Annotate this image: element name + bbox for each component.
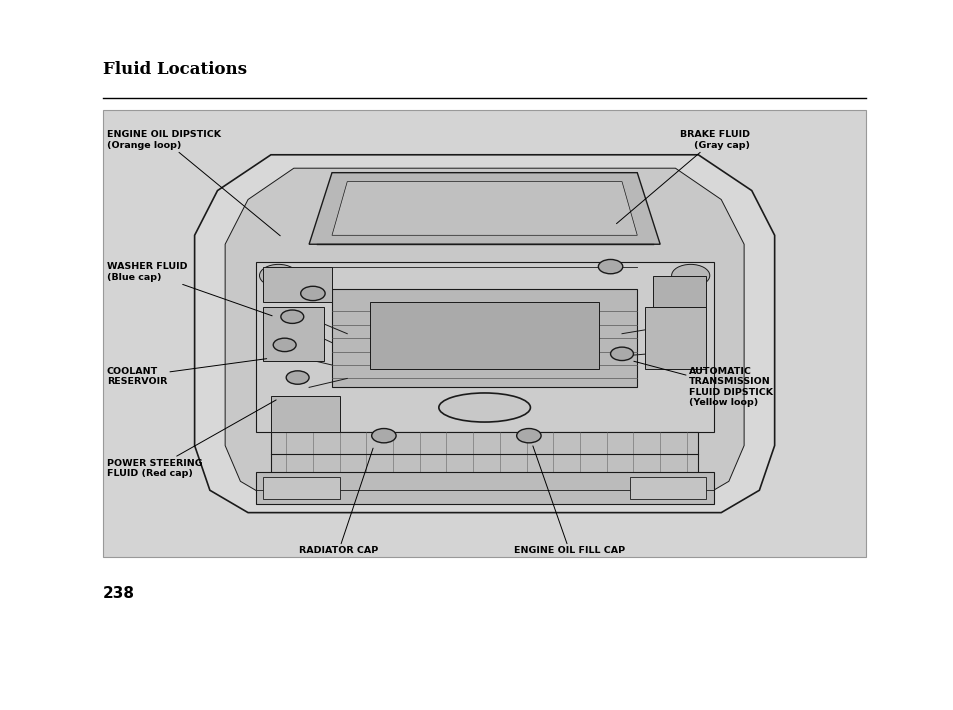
Ellipse shape	[259, 264, 297, 287]
Bar	[103, 110, 865, 557]
Ellipse shape	[286, 371, 309, 384]
Text: WASHER FLUID
(Blue cap): WASHER FLUID (Blue cap)	[107, 262, 272, 316]
Bar	[263, 477, 339, 499]
Ellipse shape	[438, 393, 530, 422]
Bar	[644, 307, 705, 369]
Text: Fluid Locations: Fluid Locations	[103, 61, 247, 78]
Bar	[629, 477, 705, 499]
Bar	[370, 302, 598, 369]
Bar	[255, 472, 713, 503]
Ellipse shape	[671, 264, 709, 287]
Bar	[652, 275, 705, 307]
Ellipse shape	[300, 286, 325, 300]
Text: RADIATOR CAP: RADIATOR CAP	[298, 448, 378, 555]
Bar	[332, 289, 637, 388]
Polygon shape	[309, 173, 659, 244]
Text: COOLANT
RESERVOIR: COOLANT RESERVOIR	[107, 359, 267, 386]
Ellipse shape	[273, 338, 295, 351]
Bar	[263, 307, 324, 361]
Ellipse shape	[517, 429, 540, 443]
Ellipse shape	[598, 259, 622, 274]
Text: 238: 238	[103, 586, 135, 601]
Polygon shape	[332, 182, 637, 235]
Text: ENGINE OIL DIPSTICK
(Orange loop): ENGINE OIL DIPSTICK (Orange loop)	[107, 130, 280, 236]
Text: BRAKE FLUID
(Gray cap): BRAKE FLUID (Gray cap)	[616, 130, 749, 224]
Bar	[271, 432, 698, 477]
Bar	[271, 396, 339, 432]
Bar	[263, 267, 332, 302]
Ellipse shape	[610, 347, 633, 361]
Polygon shape	[225, 168, 743, 499]
Bar	[255, 262, 713, 432]
Text: AUTOMATIC
TRANSMISSION
FLUID DIPSTICK
(Yellow loop): AUTOMATIC TRANSMISSION FLUID DIPSTICK (Y…	[633, 361, 772, 407]
Polygon shape	[194, 155, 774, 513]
Ellipse shape	[372, 429, 395, 443]
Ellipse shape	[280, 310, 303, 324]
Text: POWER STEERING
FLUID (Red cap): POWER STEERING FLUID (Red cap)	[107, 400, 275, 479]
Text: ENGINE OIL FILL CAP: ENGINE OIL FILL CAP	[514, 446, 624, 555]
